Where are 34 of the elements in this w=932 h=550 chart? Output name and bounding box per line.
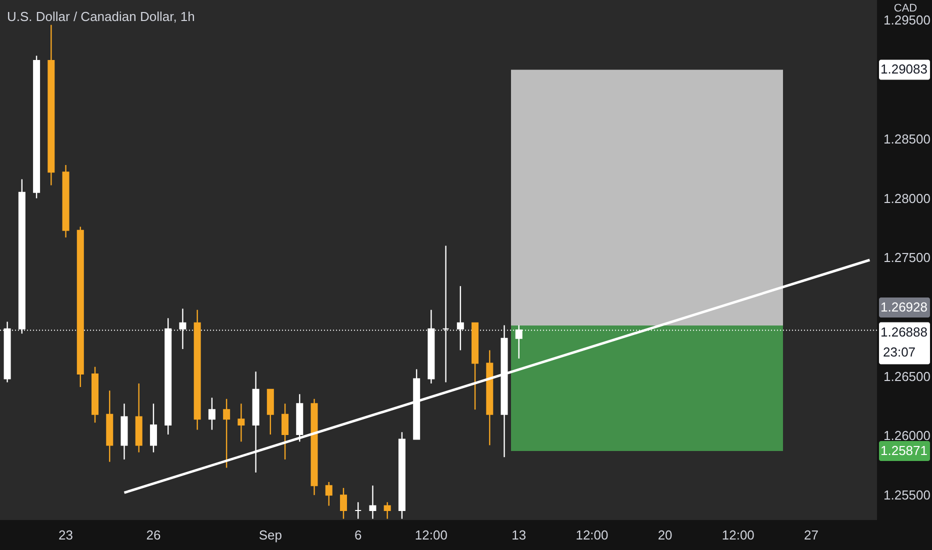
y-tick-label: 1.28000 — [884, 190, 930, 206]
ref-line-label: 1.26888 — [880, 324, 928, 340]
candlestick — [223, 398, 230, 468]
text: 1.26928 — [880, 300, 928, 315]
candlestick — [369, 484, 376, 520]
y-tick-label: 1.26000 — [884, 428, 930, 444]
x-tick-label: 12:00 — [414, 528, 448, 542]
candlestick — [384, 502, 391, 520]
candlestick — [354, 502, 362, 520]
x-tick-label: 12:00 — [722, 528, 754, 542]
y-tick-label: 1.27500 — [884, 250, 930, 266]
candlestick — [150, 403, 157, 453]
text: 1.25871 — [880, 443, 928, 458]
x-tick-label: 26 — [146, 528, 161, 542]
x-tick-label: 13 — [512, 528, 526, 542]
x-tick-label: 23 — [58, 528, 74, 542]
y-tick-label: 1.25500 — [884, 488, 930, 503]
x-tick-label: 6 — [354, 528, 362, 542]
candlestick — [208, 397, 216, 430]
y-axis-title: CAD — [894, 2, 918, 14]
text: 23:07 — [883, 344, 916, 360]
y-tick-label: 1.28500 — [884, 131, 930, 146]
x-tick-label: Sep — [258, 528, 282, 542]
x-tick-label: 20 — [658, 528, 672, 542]
x-tick-label: 12:00 — [576, 528, 608, 542]
candlestick — [340, 487, 347, 520]
y-tick-label: 1.29500 — [884, 12, 930, 28]
candlestick — [238, 403, 245, 442]
text: 1.29083 — [880, 62, 928, 77]
x-tick-label: 27 — [804, 528, 818, 542]
y-tick-label: 1.26500 — [884, 368, 930, 384]
candlestick — [282, 403, 289, 460]
candlestick — [325, 481, 332, 506]
text: U.S. Dollar / Canadian Dollar, 1h — [7, 9, 195, 24]
